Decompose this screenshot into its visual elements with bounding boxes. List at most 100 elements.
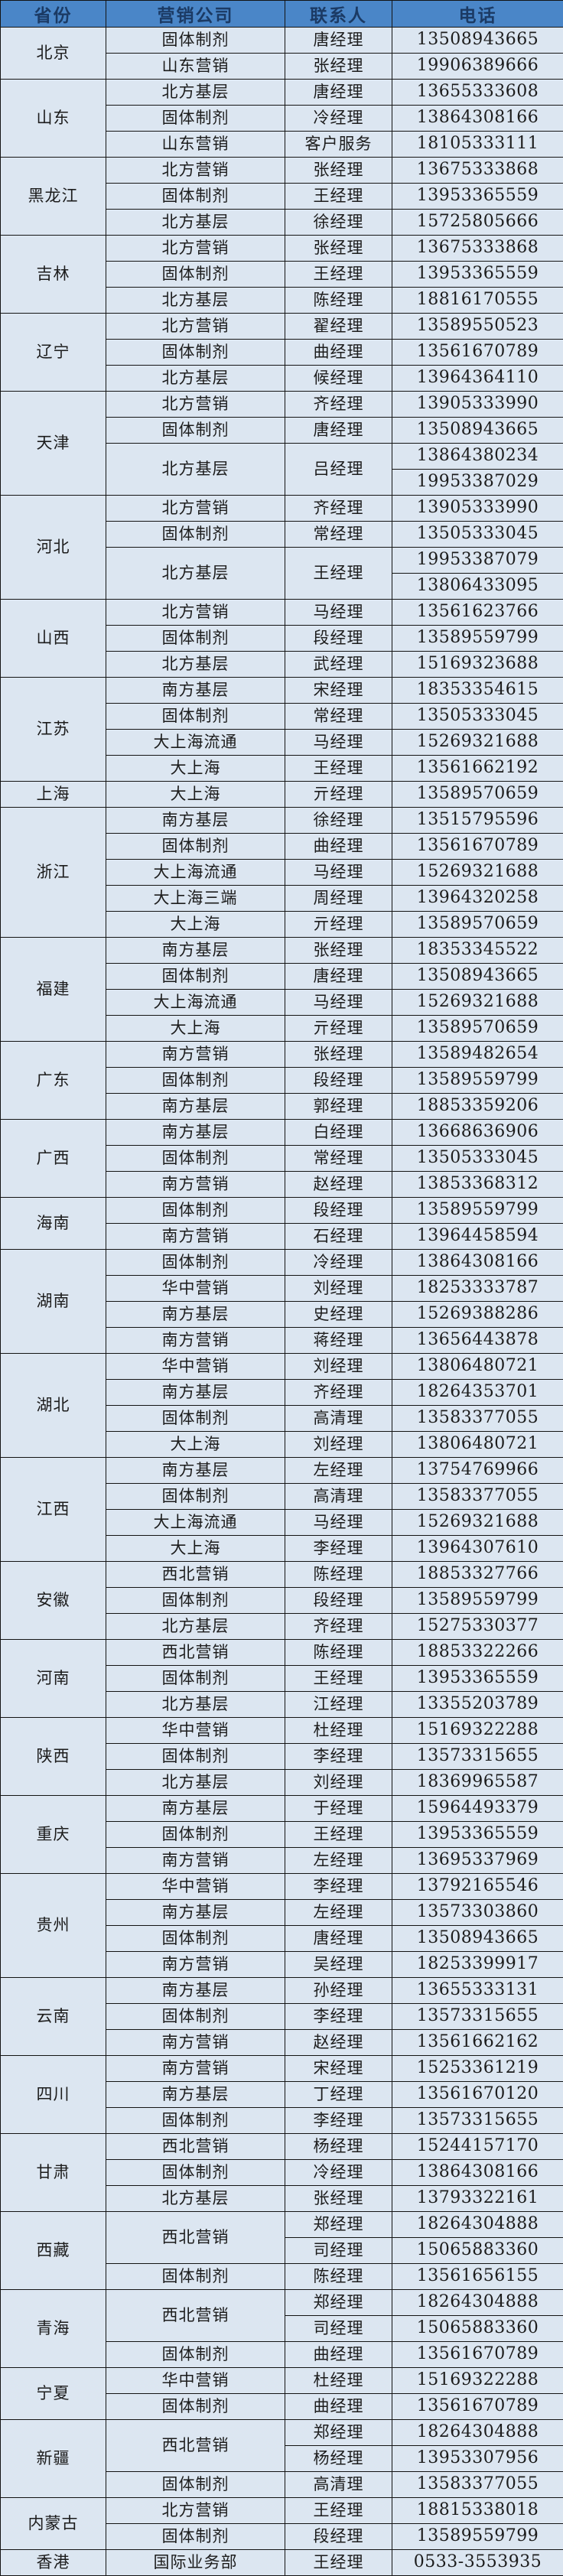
company-cell: 北方基层 xyxy=(106,1614,285,1640)
company-cell: 北方基层 xyxy=(106,80,285,106)
company-cell: 固体制剂 xyxy=(106,964,285,990)
phone-cell: 13905333990 xyxy=(392,392,563,418)
contact-cell: 冷经理 xyxy=(285,106,392,132)
company-cell: 固体制剂 xyxy=(106,1484,285,1510)
phone-cell: 18253399917 xyxy=(392,1952,563,1978)
phone-cell: 13675333868 xyxy=(392,236,563,262)
contact-cell: 曲经理 xyxy=(285,2394,392,2420)
contact-cell: 郑经理 xyxy=(285,2420,392,2446)
phone-cell: 13864380234 xyxy=(392,444,563,470)
company-cell: 固体制剂 xyxy=(106,262,285,288)
phone-cell: 18816170555 xyxy=(392,288,563,314)
contact-cell: 孙经理 xyxy=(285,1978,392,2004)
company-cell: 固体制剂 xyxy=(106,1250,285,1276)
phone-cell: 13561623766 xyxy=(392,600,563,626)
contact-cell: 白经理 xyxy=(285,1120,392,1146)
contact-cell: 高清理 xyxy=(285,1484,392,1510)
province-cell: 河南 xyxy=(1,1640,106,1718)
company-cell: 南方基层 xyxy=(106,1458,285,1484)
company-cell: 南方基层 xyxy=(106,1900,285,1926)
contact-cell: 郑经理 xyxy=(285,2290,392,2316)
contact-cell: 曲经理 xyxy=(285,834,392,860)
contact-cell: 陈经理 xyxy=(285,288,392,314)
phone-cell: 13655333608 xyxy=(392,80,563,106)
contact-cell: 唐经理 xyxy=(285,28,392,54)
phone-cell: 15269321688 xyxy=(392,730,563,756)
company-cell: 固体制剂 xyxy=(106,1588,285,1614)
company-cell: 南方营销 xyxy=(106,1224,285,1250)
phone-cell: 15253361219 xyxy=(392,2056,563,2082)
contact-cell: 段经理 xyxy=(285,626,392,652)
province-cell: 陕西 xyxy=(1,1718,106,1796)
company-cell: 大上海流通 xyxy=(106,730,285,756)
phone-cell: 13953365559 xyxy=(392,1666,563,1692)
company-cell: 华中营销 xyxy=(106,1276,285,1302)
phone-cell: 15725805666 xyxy=(392,210,563,236)
phone-cell: 13905333990 xyxy=(392,496,563,522)
company-cell: 固体制剂 xyxy=(106,1744,285,1770)
contact-cell: 王经理 xyxy=(285,262,392,288)
province-cell: 四川 xyxy=(1,2056,106,2134)
phone-cell: 13583377055 xyxy=(392,1484,563,1510)
contact-cell: 李经理 xyxy=(285,1744,392,1770)
company-cell: 大上海 xyxy=(106,1536,285,1562)
header-province: 省份 xyxy=(1,1,106,28)
contact-cell: 杜经理 xyxy=(285,2368,392,2394)
phone-cell: 13573315655 xyxy=(392,2004,563,2030)
phone-cell: 13561670789 xyxy=(392,834,563,860)
province-cell: 甘肃 xyxy=(1,2134,106,2212)
company-cell: 固体制剂 xyxy=(106,2004,285,2030)
company-cell: 固体制剂 xyxy=(106,1146,285,1172)
company-cell: 北方营销 xyxy=(106,236,285,262)
company-cell: 南方营销 xyxy=(106,1172,285,1198)
phone-cell: 15964493379 xyxy=(392,1796,563,1822)
contact-cell: 冷经理 xyxy=(285,1250,392,1276)
company-cell: 固体制剂 xyxy=(106,1926,285,1952)
phone-cell: 13589570659 xyxy=(392,782,563,808)
contact-cell: 王经理 xyxy=(285,1666,392,1692)
company-cell: 国际业务部 xyxy=(106,2550,285,2576)
contact-cell: 亓经理 xyxy=(285,1016,392,1042)
province-cell: 湖北 xyxy=(1,1354,106,1458)
company-cell: 北方基层 xyxy=(106,366,285,392)
contact-cell: 蒋经理 xyxy=(285,1328,392,1354)
contact-cell: 赵经理 xyxy=(285,1172,392,1198)
company-cell: 固体制剂 xyxy=(106,418,285,444)
phone-cell: 13864308166 xyxy=(392,1250,563,1276)
contact-cell: 段经理 xyxy=(285,2524,392,2550)
phone-cell: 13508943665 xyxy=(392,418,563,444)
contact-cell: 候经理 xyxy=(285,366,392,392)
phone-cell: 13589559799 xyxy=(392,1068,563,1094)
contact-cell: 马经理 xyxy=(285,860,392,886)
phone-cell: 13864308166 xyxy=(392,106,563,132)
phone-cell: 13953365559 xyxy=(392,184,563,210)
phone-cell: 13695337969 xyxy=(392,1848,563,1874)
company-cell: 山东营销 xyxy=(106,54,285,80)
phone-cell: 13806480721 xyxy=(392,1432,563,1458)
phone-cell: 13573315655 xyxy=(392,2108,563,2134)
contact-cell: 王经理 xyxy=(285,2550,392,2576)
contact-cell: 刘经理 xyxy=(285,1354,392,1380)
phone-cell: 13853368312 xyxy=(392,1172,563,1198)
phone-cell: 13964320258 xyxy=(392,886,563,912)
province-cell: 内蒙古 xyxy=(1,2498,106,2550)
company-cell: 南方营销 xyxy=(106,1848,285,1874)
company-cell: 大上海三端 xyxy=(106,886,285,912)
company-cell: 固体制剂 xyxy=(106,2472,285,2498)
contact-cell: 段经理 xyxy=(285,1198,392,1224)
company-cell: 南方基层 xyxy=(106,2082,285,2108)
